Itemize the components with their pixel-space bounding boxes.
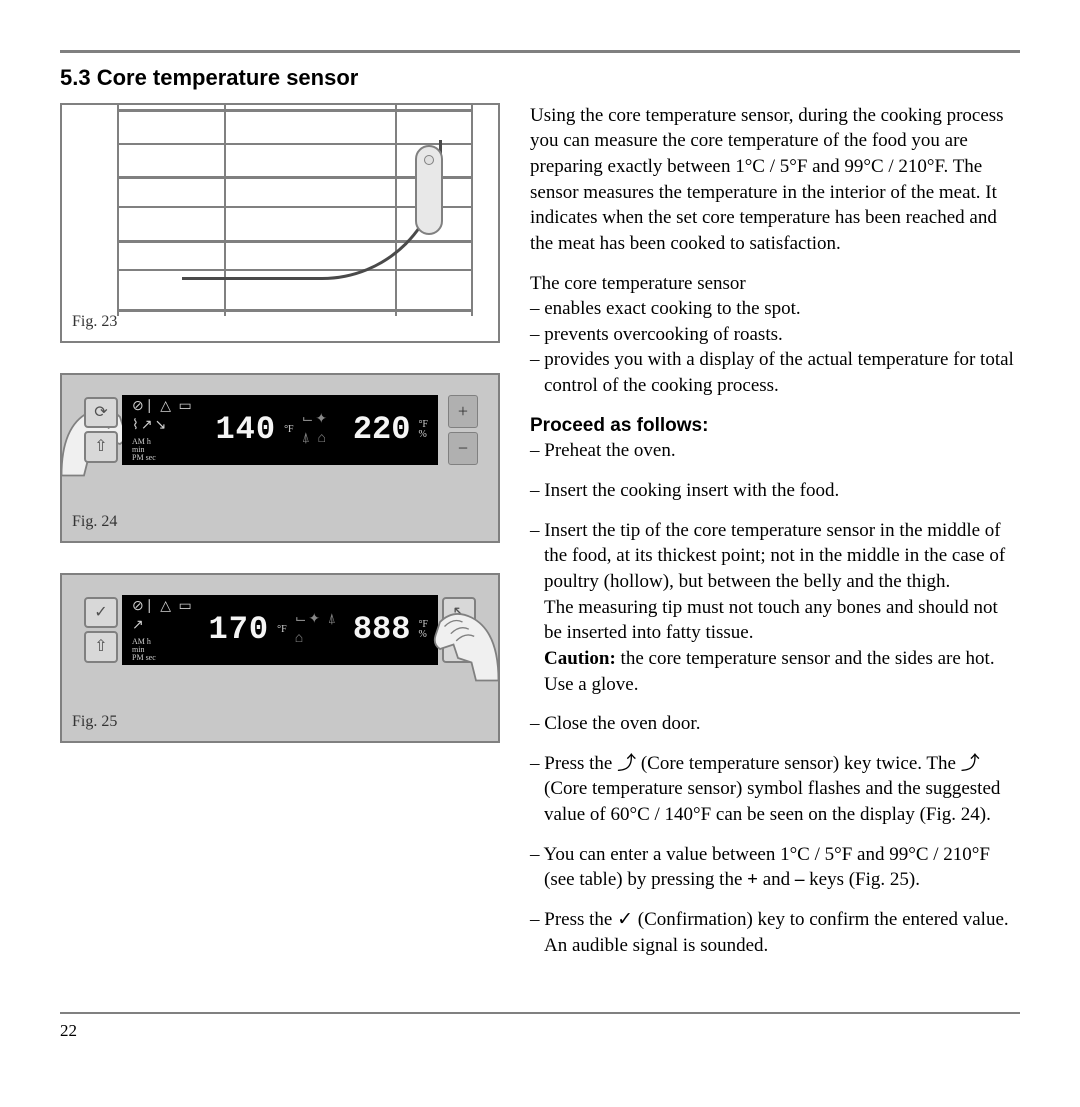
figure-24: ⊘∣ △ ▭ ⌇↗↘ AM h min PM sec 140 °F ⌙✦ ⍋ ⌂… — [60, 373, 500, 543]
text-column: Using the core temperature sensor, durin… — [530, 103, 1020, 973]
step-item: Press the ⤴ (Core temperature sensor) ke… — [530, 751, 1020, 828]
benefit-item: prevents overcooking of roasts. — [530, 322, 1020, 348]
display-mid-icons: ⌙✦ ⍋ ⌂ — [295, 611, 345, 649]
divider-bottom — [60, 1012, 1020, 1014]
ampm-label: AM h min PM sec — [132, 438, 207, 462]
display-unit-1: °F — [284, 425, 294, 435]
ampm-label: AM h min PM sec — [132, 638, 201, 662]
up-button[interactable]: ⇧ — [84, 431, 118, 463]
display-panel: ⊘∣ △ ▭ ⌇↗↘ AM h min PM sec 140 °F ⌙✦ ⍋ ⌂… — [122, 395, 438, 465]
left-side-buttons: ✓ ⇧ — [84, 597, 118, 663]
display-unit-2: °F % — [418, 420, 428, 440]
steps-list: Preheat the oven. Insert the cooking ins… — [530, 438, 1020, 958]
divider-top — [60, 50, 1020, 53]
step-item: Press the ✓ (Confirmation) key to confir… — [530, 907, 1020, 958]
figure-23: Fig. 23 — [60, 103, 500, 343]
figure-label: Fig. 23 — [72, 311, 117, 333]
plus-button[interactable]: + — [448, 395, 478, 428]
benefit-item: provides you with a display of the actua… — [530, 347, 1020, 398]
display-temp-1: 140 — [215, 408, 276, 451]
display-panel: ⊘∣ △ ▭ ↗ AM h min PM sec 170 °F ⌙✦ ⍋ ⌂ 8… — [122, 595, 438, 665]
hand-illustration — [413, 590, 503, 690]
up-button[interactable]: ⇧ — [84, 631, 118, 663]
section-heading: 5.3 Core temperature sensor — [60, 63, 1020, 93]
figure-label: Fig. 24 — [72, 511, 117, 533]
benefits-lead: The core temperature sensor — [530, 271, 1020, 297]
step-item: Preheat the oven. — [530, 438, 1020, 464]
display-unit-1: °F — [277, 625, 287, 635]
display-temp-2: 888 — [353, 608, 411, 651]
intro-paragraph: Using the core temperature sensor, durin… — [530, 103, 1020, 257]
figure-25: ✓ ⇧ ⊘∣ △ ▭ ↗ AM h min PM sec 170 °F ⌙✦ ⍋… — [60, 573, 500, 743]
display-temp-2: 220 — [353, 408, 411, 451]
figures-column: Fig. 23 ⊘∣ △ ▭ ⌇↗↘ AM h min PM sec 140 °… — [60, 103, 500, 973]
sensor-illustration — [415, 145, 443, 235]
step-item: You can enter a value between 1°C / 5°F … — [530, 842, 1020, 893]
page-number: 22 — [60, 1020, 1020, 1043]
cycle-button[interactable]: ⟳ — [84, 397, 118, 429]
benefit-item: enables exact cooking to the spot. — [530, 296, 1020, 322]
proceed-heading: Proceed as follows: — [530, 413, 1020, 439]
confirm-button[interactable]: ✓ — [84, 597, 118, 629]
display-icons: ⊘∣ △ ▭ ⌇↗↘ — [132, 398, 207, 436]
step-item: Insert the cooking insert with the food. — [530, 478, 1020, 504]
display-icons: ⊘∣ △ ▭ ↗ — [132, 598, 201, 636]
left-side-buttons: ⟳ ⇧ — [84, 397, 118, 463]
plus-minus-buttons: + − — [448, 395, 478, 465]
display-mid-icons: ⌙✦ ⍋ ⌂ — [302, 411, 345, 449]
two-column-layout: Fig. 23 ⊘∣ △ ▭ ⌇↗↘ AM h min PM sec 140 °… — [60, 103, 1020, 973]
benefits-list: enables exact cooking to the spot. preve… — [530, 296, 1020, 399]
step-item: Insert the tip of the core temperature s… — [530, 518, 1020, 697]
display-temp-1: 170 — [209, 608, 270, 651]
minus-button[interactable]: − — [448, 432, 478, 465]
step-item: Close the oven door. — [530, 711, 1020, 737]
figure-label: Fig. 25 — [72, 711, 117, 733]
